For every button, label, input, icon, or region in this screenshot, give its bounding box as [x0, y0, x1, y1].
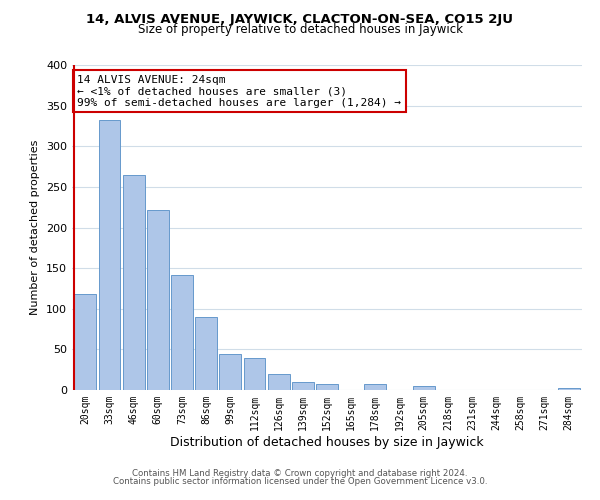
Bar [74, 294, 96, 390]
Text: Contains public sector information licensed under the Open Government Licence v3: Contains public sector information licen… [113, 477, 487, 486]
Bar [364, 384, 386, 390]
Text: 14 ALVIS AVENUE: 24sqm
← <1% of detached houses are smaller (3)
99% of semi-deta: 14 ALVIS AVENUE: 24sqm ← <1% of detached… [77, 74, 401, 108]
Bar [558, 388, 580, 390]
Text: 14, ALVIS AVENUE, JAYWICK, CLACTON-ON-SEA, CO15 2JU: 14, ALVIS AVENUE, JAYWICK, CLACTON-ON-SE… [86, 12, 514, 26]
Bar [268, 374, 290, 390]
Bar [98, 120, 121, 390]
Bar [292, 382, 314, 390]
Bar [316, 384, 338, 390]
Bar [413, 386, 434, 390]
Bar [195, 317, 217, 390]
Bar [147, 210, 169, 390]
Text: Size of property relative to detached houses in Jaywick: Size of property relative to detached ho… [137, 22, 463, 36]
Bar [171, 276, 193, 390]
Bar [244, 358, 265, 390]
Y-axis label: Number of detached properties: Number of detached properties [31, 140, 40, 315]
X-axis label: Distribution of detached houses by size in Jaywick: Distribution of detached houses by size … [170, 436, 484, 448]
Bar [123, 174, 145, 390]
Bar [220, 354, 241, 390]
Text: Contains HM Land Registry data © Crown copyright and database right 2024.: Contains HM Land Registry data © Crown c… [132, 468, 468, 477]
